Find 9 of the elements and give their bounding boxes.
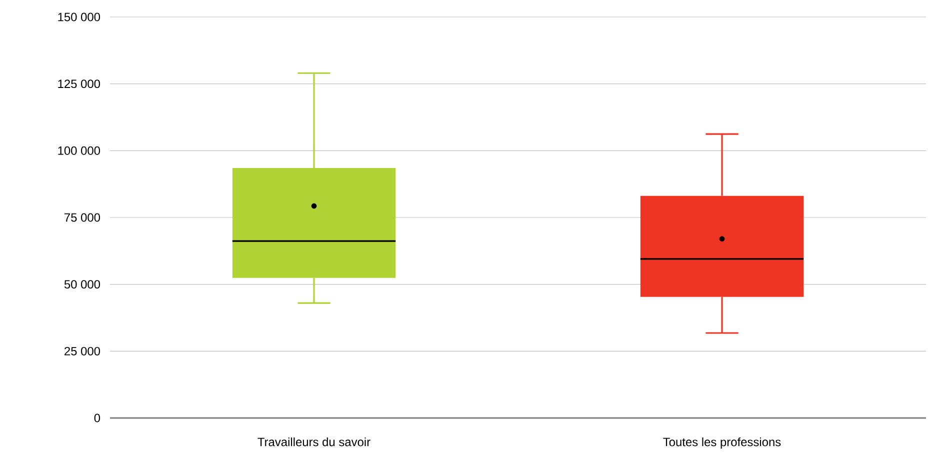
y-tick-label: 50 000: [64, 280, 100, 289]
x-tick-label: Toutes les professions: [663, 437, 781, 449]
y-tick-label: 150 000: [58, 12, 100, 22]
y-tick-label: 75 000: [64, 213, 100, 222]
y-tick-label: 125 000: [58, 80, 100, 88]
x-tick-label: Travailleurs du savoir: [258, 437, 370, 446]
y-tick-label: 0: [94, 414, 100, 422]
y-tick-label: 25 000: [64, 346, 100, 356]
y-tick-label: 100 000: [58, 146, 100, 155]
